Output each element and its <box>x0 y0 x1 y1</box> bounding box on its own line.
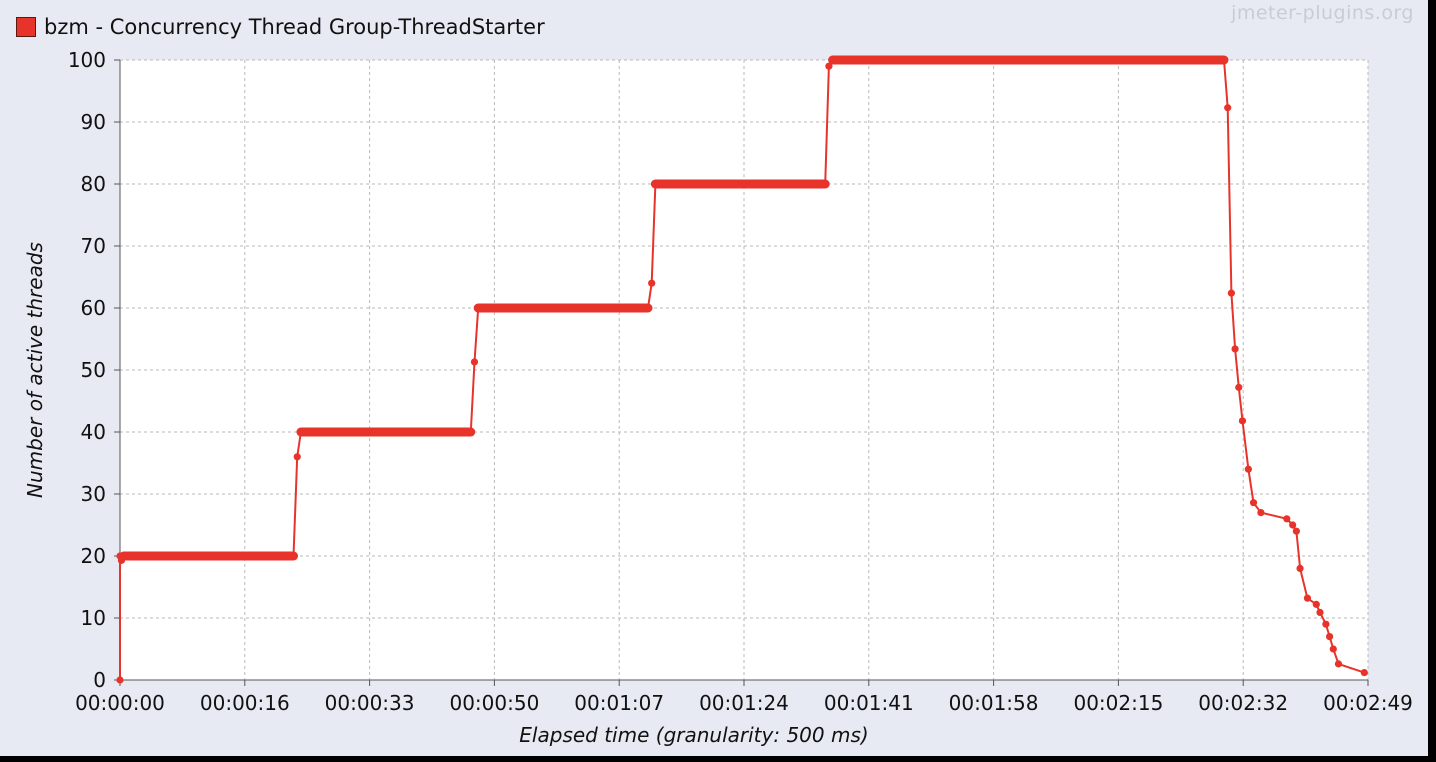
x-tick-label: 00:00:00 <box>75 691 165 715</box>
data-point <box>1224 104 1232 112</box>
x-tick-label: 00:00:33 <box>325 691 415 715</box>
y-tick-label: 0 <box>93 668 106 692</box>
data-point <box>1292 527 1300 535</box>
data-point <box>1312 600 1320 608</box>
x-tick-label: 00:00:16 <box>200 691 290 715</box>
legend-swatch <box>16 17 36 37</box>
data-point <box>821 180 829 188</box>
legend: bzm - Concurrency Thread Group-ThreadSta… <box>16 12 545 42</box>
data-point <box>651 180 659 188</box>
data-point <box>644 304 652 312</box>
x-tick-label: 00:02:49 <box>1323 691 1413 715</box>
data-point <box>474 304 482 312</box>
data-point <box>1303 594 1312 602</box>
y-tick-label: 80 <box>81 172 106 196</box>
data-point <box>1322 620 1330 628</box>
data-point <box>293 453 301 461</box>
data-point <box>825 62 833 70</box>
y-tick-label: 20 <box>81 544 106 568</box>
y-tick-label: 70 <box>81 234 106 258</box>
data-point <box>1334 660 1343 668</box>
data-point <box>1220 56 1228 64</box>
y-tick-label: 40 <box>81 420 106 444</box>
legend-label: bzm - Concurrency Thread Group-ThreadSta… <box>44 15 545 39</box>
data-point <box>1316 608 1324 617</box>
data-point <box>289 552 298 560</box>
data-point <box>1227 289 1235 297</box>
y-tick-label: 90 <box>81 110 106 134</box>
window-edge-right <box>1428 0 1436 762</box>
data-point <box>1360 668 1368 677</box>
x-tick-label: 00:01:58 <box>949 691 1039 715</box>
x-axis-title: Elapsed time (granularity: 500 ms) <box>519 723 868 747</box>
x-tick-label: 00:01:41 <box>824 691 914 715</box>
data-point <box>467 428 475 436</box>
data-point <box>1283 515 1291 523</box>
y-axis-title: Number of active threads <box>23 242 47 498</box>
y-tick-label: 100 <box>68 48 106 72</box>
data-point <box>648 279 656 287</box>
data-point <box>120 552 128 560</box>
data-point <box>1329 645 1337 653</box>
x-tick-label: 00:02:32 <box>1198 691 1288 715</box>
data-point <box>297 428 305 436</box>
data-point <box>1326 633 1334 641</box>
data-point <box>829 56 837 64</box>
x-tick-label: 00:00:50 <box>449 691 539 715</box>
y-tick-label: 30 <box>81 482 106 506</box>
data-point <box>1244 465 1252 473</box>
data-point <box>116 676 124 684</box>
data-point <box>1235 383 1243 391</box>
y-tick-label: 10 <box>81 606 106 630</box>
x-tick-label: 00:01:07 <box>574 691 664 715</box>
data-point <box>1289 521 1297 529</box>
data-point <box>1296 564 1304 573</box>
data-point <box>470 358 479 366</box>
x-tick-label: 00:02:15 <box>1073 691 1163 715</box>
window-edge-bottom <box>0 756 1436 762</box>
y-tick-label: 50 <box>81 358 106 382</box>
data-point <box>1257 508 1265 517</box>
data-point <box>1238 417 1247 425</box>
data-point <box>1231 345 1239 353</box>
watermark: jmeter-plugins.org <box>1231 2 1414 24</box>
data-point <box>1249 499 1258 507</box>
x-tick-label: 00:01:24 <box>699 691 789 715</box>
y-tick-label: 60 <box>81 296 106 320</box>
